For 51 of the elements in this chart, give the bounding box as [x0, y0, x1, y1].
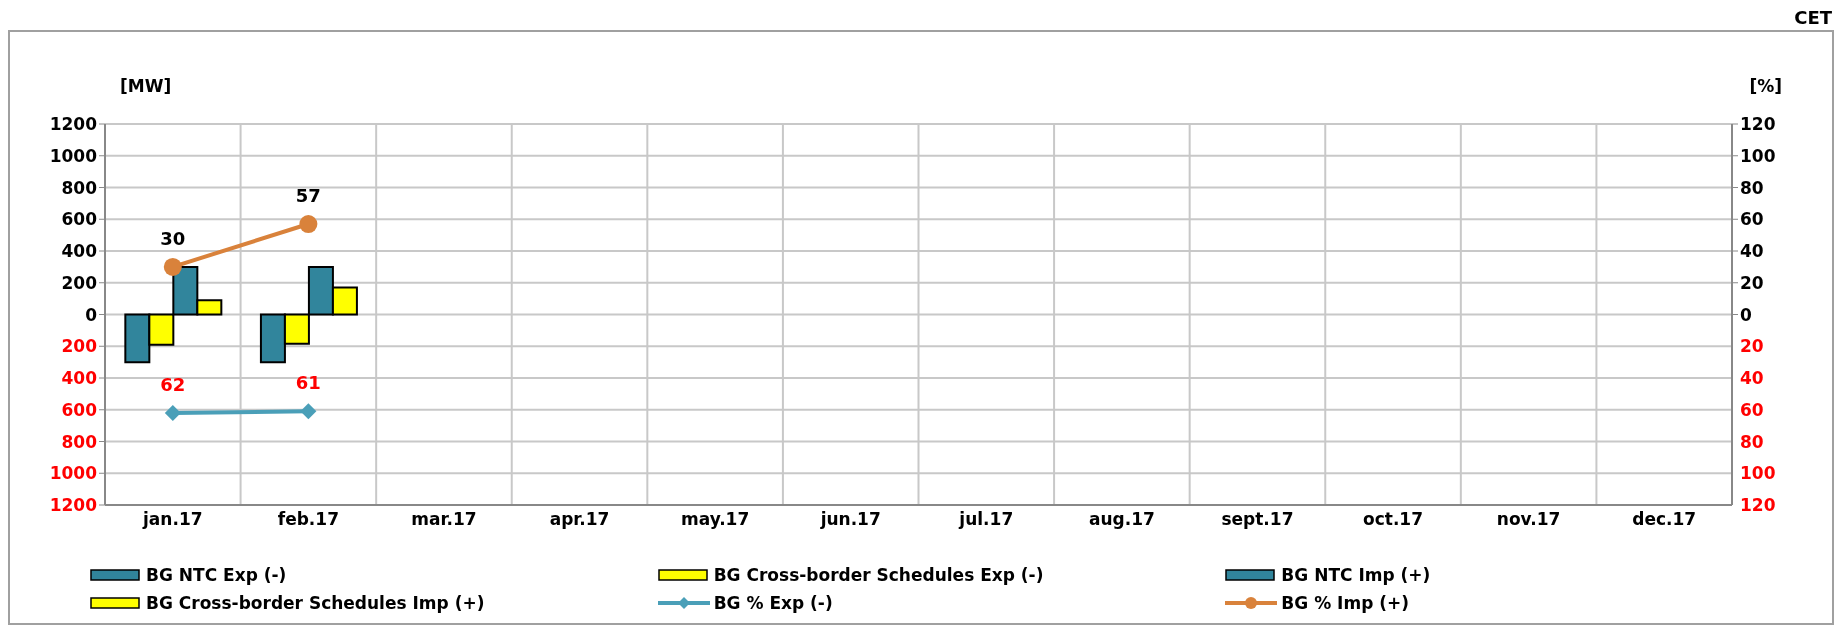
y2-tick-label: 100 — [1740, 145, 1776, 166]
data-label: 61 — [295, 372, 321, 394]
y-tick-label: 1200 — [49, 495, 98, 515]
legend-label: BG Cross-border Schedules Imp (+) — [146, 593, 485, 613]
y2-tick-label: 60 — [1740, 209, 1764, 230]
y2-axis-title: [%] — [1749, 76, 1782, 96]
y-tick-label: 0 — [85, 304, 98, 325]
data-label: 30 — [160, 227, 186, 249]
x-tick-label: feb.17 — [277, 509, 339, 530]
y3-tick-label: 20 — [1740, 336, 1764, 357]
y-tick-label: 200 — [61, 336, 98, 357]
y3-tick-label: 40 — [1740, 368, 1764, 388]
y-tick-label: 600 — [61, 209, 98, 230]
y2-tick-label: 40 — [1740, 241, 1764, 261]
text: CET — [1794, 7, 1832, 28]
x-tick-label: may.17 — [680, 509, 750, 530]
x-tick-label: mar.17 — [411, 509, 477, 530]
y3-tick-label: 120 — [1740, 495, 1776, 515]
y2-tick-label: 120 — [1740, 114, 1776, 134]
y3-tick-label: 60 — [1740, 399, 1764, 420]
y-axis-title: [MW] — [120, 76, 172, 96]
x-tick-label: aug.17 — [1088, 509, 1155, 530]
legend-label: BG NTC Exp (-) — [146, 565, 287, 585]
y3-tick-label: 100 — [1740, 463, 1776, 484]
y-tick-label: 1000 — [49, 145, 98, 166]
legend-label: BG % Exp (-) — [713, 593, 833, 613]
legend-label: BG % Imp (+) — [1281, 593, 1410, 613]
y-tick-label: 200 — [61, 272, 98, 293]
x-tick-label: oct.17 — [1363, 509, 1424, 530]
y-tick-label: 600 — [61, 399, 98, 420]
legend-label: BG NTC Imp (+) — [1281, 565, 1431, 585]
y-tick-label: 400 — [61, 241, 98, 261]
x-tick-label: jul.17 — [958, 509, 1014, 530]
x-tick-label: nov.17 — [1496, 509, 1561, 530]
y2-tick-label: 0 — [1740, 304, 1752, 325]
data-label: 57 — [295, 185, 321, 207]
x-tick-label: apr.17 — [549, 509, 610, 530]
x-tick-label: jun.17 — [819, 509, 881, 530]
y2-tick-label: 80 — [1740, 177, 1764, 198]
x-tick-label: jan.17 — [142, 509, 203, 530]
y3-tick-label: 80 — [1740, 431, 1764, 452]
y-tick-label: 1000 — [49, 463, 98, 484]
y-tick-label: 1200 — [49, 114, 98, 134]
y-tick-label: 800 — [61, 177, 98, 198]
data-label: 62 — [160, 373, 186, 395]
x-tick-label: dec.17 — [1632, 509, 1697, 530]
y-tick-label: 800 — [61, 431, 98, 452]
legend-label: BG Cross-border Schedules Exp (-) — [713, 565, 1044, 585]
y-tick-label: 400 — [61, 368, 98, 388]
y2-tick-label: 20 — [1740, 272, 1764, 293]
x-tick-label: sept.17 — [1221, 509, 1294, 530]
